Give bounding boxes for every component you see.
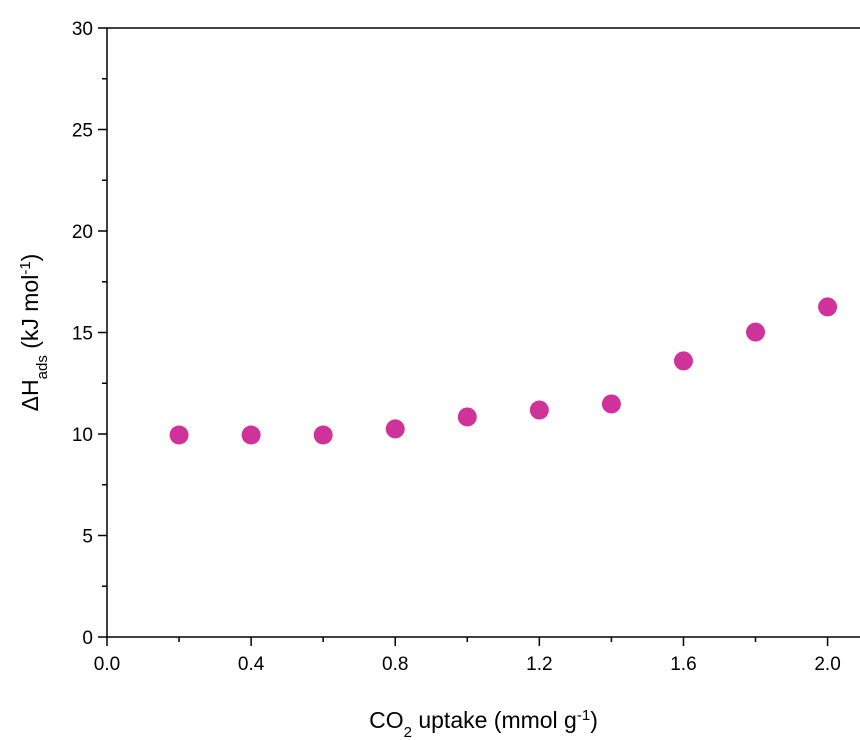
point [746,322,766,342]
xlabel-part: uptake (mmol g [412,707,577,733]
y-tick-label: 20 [72,222,93,243]
point [673,351,693,371]
point [313,425,333,445]
x-tick-label: 1.6 [670,654,696,675]
y-tick-label: 15 [72,324,93,345]
xlabel-part: CO [369,707,404,733]
x-tick-label: 0.8 [382,654,408,675]
y-tick-label: 0 [82,628,93,649]
ylabel-part: ads [34,355,51,379]
y-tick-label: 10 [72,425,93,446]
point [385,419,405,439]
ylabel-part: ) [17,254,43,262]
x-tick-label: 1.2 [526,654,552,675]
ylabel-part: -1 [17,261,34,274]
point [818,297,838,317]
xlabel-part: -1 [577,707,590,724]
point [601,394,621,414]
y-tick-label: 25 [72,121,93,142]
y-tick-label: 30 [72,19,93,40]
ylabel-part: ΔH [17,379,43,411]
ylabel-label: ΔHads (kJ mol-1) [17,254,51,412]
y-tick-label: 5 [82,527,93,548]
point [529,400,549,420]
point [169,425,189,445]
xlabel-part: ) [590,707,598,733]
xlabel-label: CO2 uptake (mmol g-1) [369,707,598,740]
x-tick-label: 2.0 [814,654,840,675]
xlabel-part: 2 [404,724,412,740]
point [457,407,477,427]
ylabel-part: (kJ mol [17,275,43,356]
x-tick-label: 0.4 [238,654,265,675]
point [241,425,261,445]
x-tick-label: 0.0 [94,654,120,675]
